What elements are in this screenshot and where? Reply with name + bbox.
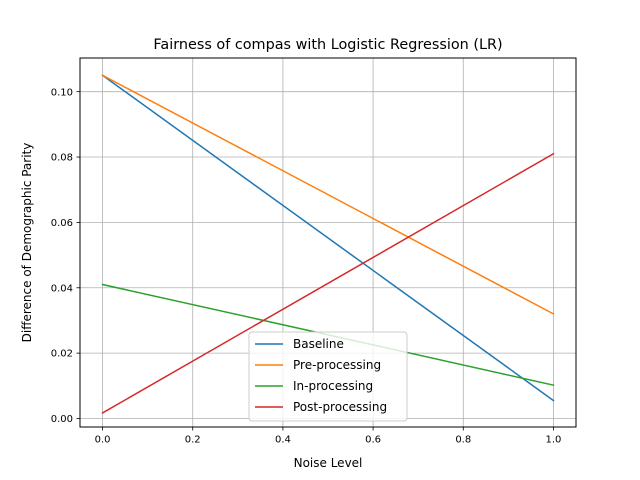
y-tick-label: 0.06	[51, 218, 73, 229]
grid-layer	[80, 58, 576, 427]
series-line-post-processing	[101, 152, 555, 414]
ticks-layer: 0.0 0.2 0.4 0.6 0.8 1.0 0.00 0.02 0.04 0.06 0.08 0.…	[51, 87, 562, 445]
x-tick-label: 0.0	[95, 435, 111, 446]
y-tick-label: 0.04	[51, 283, 73, 294]
y-axis-label: Difference of Demographic Parity	[20, 143, 34, 343]
legend: Baseline Pre-processing In-processing Post-…	[248, 331, 408, 422]
x-tick-label: 0.4	[275, 435, 291, 446]
plot-frame	[79, 57, 577, 428]
x-tick-label: 0.2	[185, 435, 201, 446]
chart-title: Fairness of compas with Logistic Regress…	[153, 37, 502, 53]
y-tick-label: 0.10	[51, 87, 73, 98]
legend-box	[248, 331, 408, 422]
legend-label-post-processing: Post-processing	[293, 400, 387, 414]
series-line-pre-processing	[101, 74, 555, 315]
y-tick-label: 0.00	[51, 414, 73, 425]
x-tick-label: 0.6	[365, 435, 381, 446]
legend-label-in-processing: In-processing	[293, 379, 373, 393]
legend-label-baseline: Baseline	[293, 337, 344, 351]
y-tick-label: 0.08	[51, 153, 73, 164]
x-tick-label: 1.0	[546, 435, 562, 446]
x-tick-label: 0.8	[455, 435, 471, 446]
legend-label-pre-processing: Pre-processing	[293, 358, 381, 372]
y-tick-label: 0.02	[51, 349, 73, 360]
series-line-baseline	[101, 74, 555, 402]
x-axis-label: Noise Level	[294, 456, 363, 470]
